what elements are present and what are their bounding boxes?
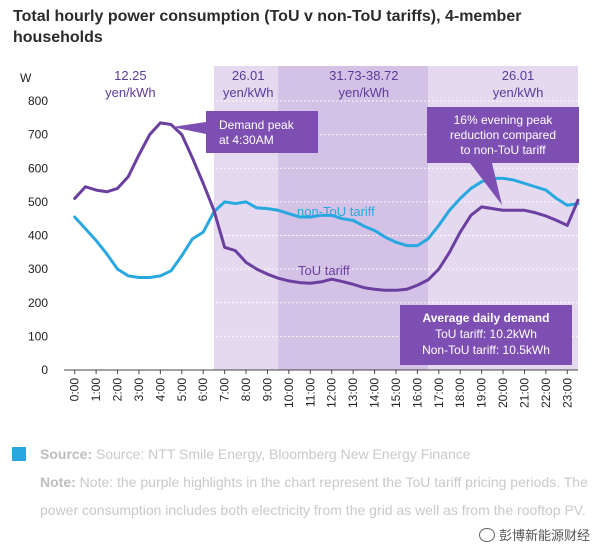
price-unit-3: yen/kWh — [493, 85, 544, 100]
note-line: Note: Note: the purple highlights in the… — [12, 468, 588, 524]
avg-demand-title: Average daily demand — [423, 311, 550, 325]
x-tick-label: 21:00 — [517, 378, 531, 408]
y-tick-label: 200 — [28, 296, 48, 310]
peak-callout-box — [206, 111, 318, 153]
x-axis: 0:00 1:00 2:00 3:00 4:00 5:00 6:00 7:00 8:00 9:00… — [64, 369, 578, 408]
y-axis: W 0 100 200 300 400 500 600 700 800 — [20, 71, 48, 377]
evening-callout-line3: to non-ToU tariff — [460, 143, 546, 157]
price-label-0: 12.25 — [114, 68, 147, 83]
series-line-tou-tariff — [73, 121, 580, 292]
y-tick-label: 700 — [28, 128, 48, 142]
source-label: Source: — [40, 446, 93, 462]
avg-demand-tou: ToU tariff: 10.2kWh — [435, 327, 537, 341]
price-labels: 12.25 yen/kWh 26.01 yen/kWh 31.73-38.72 yen/k… — [105, 68, 543, 100]
x-tick-label: 7:00 — [218, 378, 232, 402]
x-tick-label: 22:00 — [539, 378, 553, 408]
y-tick-label: 300 — [28, 262, 48, 276]
peak-callout-line1: Demand peak — [219, 118, 295, 132]
x-tick-label: 11:00 — [303, 378, 317, 407]
peak-callout-pointer — [172, 122, 206, 134]
y-tick-label: 500 — [28, 195, 48, 209]
wechat-icon — [478, 528, 495, 542]
x-tick-label: 10:00 — [282, 378, 296, 408]
avg-demand-non-tou: Non-ToU tariff: 10.5kWh — [422, 343, 550, 357]
price-unit-2: yen/kWh — [339, 85, 390, 100]
x-tick-label: 3:00 — [132, 378, 146, 402]
x-tick-label: 1:00 — [89, 378, 103, 402]
evening-callout-line2: reduction compared — [450, 128, 556, 142]
series-label-tou: ToU tariff — [298, 263, 350, 278]
footer: Source: Source: NTT Smile Energy, Bloomb… — [12, 440, 588, 524]
source-text: Source: NTT Smile Energy, Bloomberg New … — [96, 446, 471, 462]
watermark: 彭博新能源财经 — [478, 525, 590, 544]
price-label-2: 31.73-38.72 — [329, 68, 398, 83]
chart-title: Total hourly power consumption (ToU v no… — [13, 8, 522, 46]
x-tick-label: 5:00 — [175, 378, 189, 402]
note-label: Note: — [40, 474, 76, 490]
y-tick-label: 100 — [28, 329, 48, 343]
watermark-text: 彭博新能源财经 — [498, 529, 590, 544]
source-line: Source: Source: NTT Smile Energy, Bloomb… — [12, 440, 588, 468]
y-tick-label: 400 — [28, 229, 48, 243]
source-square-icon — [12, 447, 26, 461]
evening-callout-box — [427, 107, 579, 163]
x-tick-label: 13:00 — [346, 378, 360, 408]
y-axis-label: W — [20, 71, 32, 85]
y-tick-label: 800 — [28, 94, 48, 108]
peak-callout-line2: at 4:30AM — [219, 133, 274, 147]
price-label-3: 26.01 — [502, 68, 535, 83]
x-tick-label: 14:00 — [368, 378, 382, 408]
x-tick-label: 20:00 — [496, 378, 510, 408]
price-unit-0: yen/kWh — [105, 85, 156, 100]
avg-demand-box — [400, 305, 572, 365]
price-label-1: 26.01 — [232, 68, 265, 83]
power-consumption-chart: W 0 100 200 300 400 500 600 700 800 0:00 1:00 2:00 3… — [20, 66, 580, 408]
series-labels: non-ToU tariff ToU tariff — [297, 204, 375, 278]
x-tick-label: 9:00 — [260, 378, 274, 402]
series-label-non-tou: non-ToU tariff — [297, 204, 375, 219]
x-tick-label: 23:00 — [560, 378, 574, 408]
evening-callout-pointer — [470, 163, 502, 205]
evening-callout-line1: 16% evening peak — [454, 113, 554, 127]
price-unit-1: yen/kWh — [223, 85, 274, 100]
y-tick-label: 0 — [41, 363, 48, 377]
y-tick-label: 600 — [28, 161, 48, 175]
x-tick-label: 16:00 — [410, 378, 424, 408]
x-tick-label: 4:00 — [153, 378, 167, 402]
x-tick-label: 12:00 — [325, 378, 339, 408]
note-text: Note: the purple highlights in the chart… — [40, 474, 588, 518]
x-tick-label: 2:00 — [111, 378, 125, 402]
x-tick-label: 8:00 — [239, 378, 253, 402]
x-tick-label: 18:00 — [453, 378, 467, 408]
x-tick-label: 19:00 — [475, 378, 489, 408]
x-tick-label: 6:00 — [196, 378, 210, 402]
x-tick-label: 15:00 — [389, 378, 403, 408]
x-tick-label: 17:00 — [432, 378, 446, 408]
x-tick-label: 0:00 — [68, 378, 82, 402]
